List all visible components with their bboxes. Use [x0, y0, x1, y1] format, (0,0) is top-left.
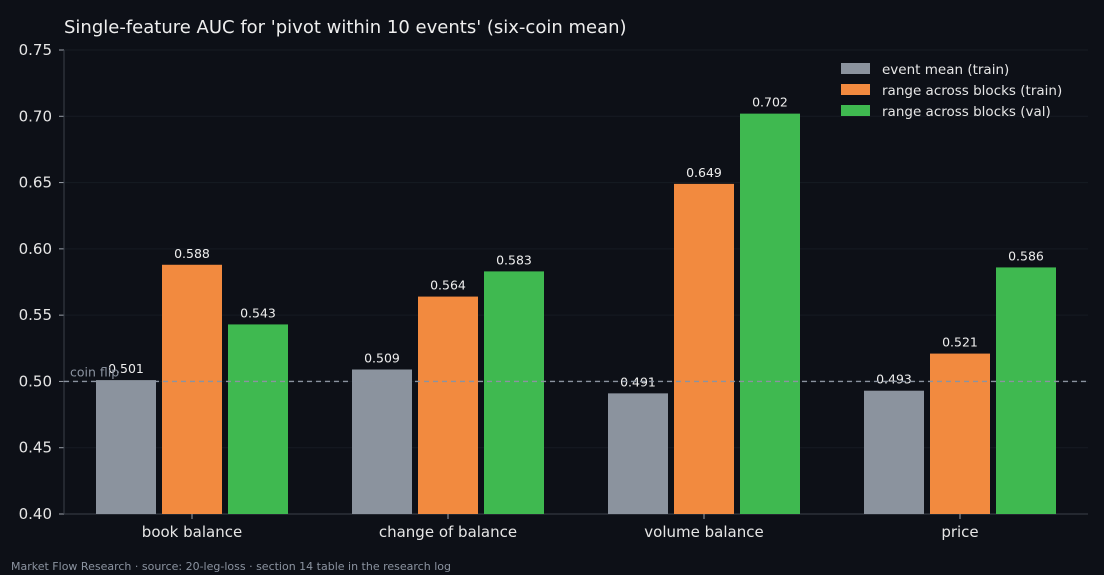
legend-label: event mean (train): [882, 62, 1009, 78]
data-label: 0.649: [686, 165, 722, 180]
bar: [608, 393, 668, 514]
bar: [96, 380, 156, 514]
y-tick-label: 0.40: [19, 505, 52, 523]
chart-title: Single-feature AUC for 'pivot within 10 …: [64, 17, 627, 38]
coin-flip-reference: coin flip: [64, 364, 1088, 383]
y-tick-label: 0.50: [19, 372, 52, 390]
y-tick-label: 0.70: [19, 107, 52, 125]
legend-label: range across blocks (val): [882, 104, 1051, 120]
legend-label: range across blocks (train): [882, 83, 1062, 99]
y-tick-label: 0.65: [19, 174, 52, 192]
data-label: 0.501: [108, 361, 144, 376]
data-label: 0.586: [1008, 248, 1044, 263]
bar: [930, 353, 990, 514]
bar: [740, 113, 800, 515]
y-tick-label: 0.55: [19, 306, 52, 324]
x-tick-label: book balance: [142, 523, 242, 541]
x-tick-label: volume balance: [644, 523, 763, 541]
legend-swatch: [841, 105, 870, 116]
x-tick-label: change of balance: [379, 523, 517, 541]
bar: [864, 390, 924, 514]
bar: [228, 324, 288, 514]
y-tick-label: 0.45: [19, 439, 52, 457]
footer-source-note: Market Flow Research · source: 20-leg-lo…: [11, 560, 451, 573]
y-tick-label: 0.60: [19, 240, 52, 258]
data-label: 0.509: [364, 350, 400, 365]
legend-swatch: [841, 63, 870, 74]
bar: [996, 267, 1056, 514]
data-label: 0.543: [240, 305, 276, 320]
bar: [674, 183, 734, 514]
bar: [418, 296, 478, 514]
x-tick-label: price: [941, 523, 978, 541]
data-label: 0.583: [496, 252, 532, 267]
data-label: 0.588: [174, 246, 210, 261]
y-tick-label: 0.75: [19, 41, 52, 59]
bar: [484, 271, 544, 514]
legend-swatch: [841, 84, 870, 95]
data-label: 0.702: [752, 95, 788, 110]
legend: event mean (train) range across blocks (t…: [841, 62, 1062, 120]
data-label: 0.491: [620, 374, 656, 389]
data-label: 0.564: [430, 278, 466, 293]
coin-flip-label: coin flip: [70, 364, 119, 379]
data-label: 0.493: [876, 372, 912, 387]
bar: [352, 369, 412, 514]
data-label: 0.521: [942, 335, 978, 350]
bars: 0.501 0.588 0.543 0.509 0.564 0.583 0.491 0.649…: [96, 95, 1056, 515]
bar: [162, 264, 222, 514]
